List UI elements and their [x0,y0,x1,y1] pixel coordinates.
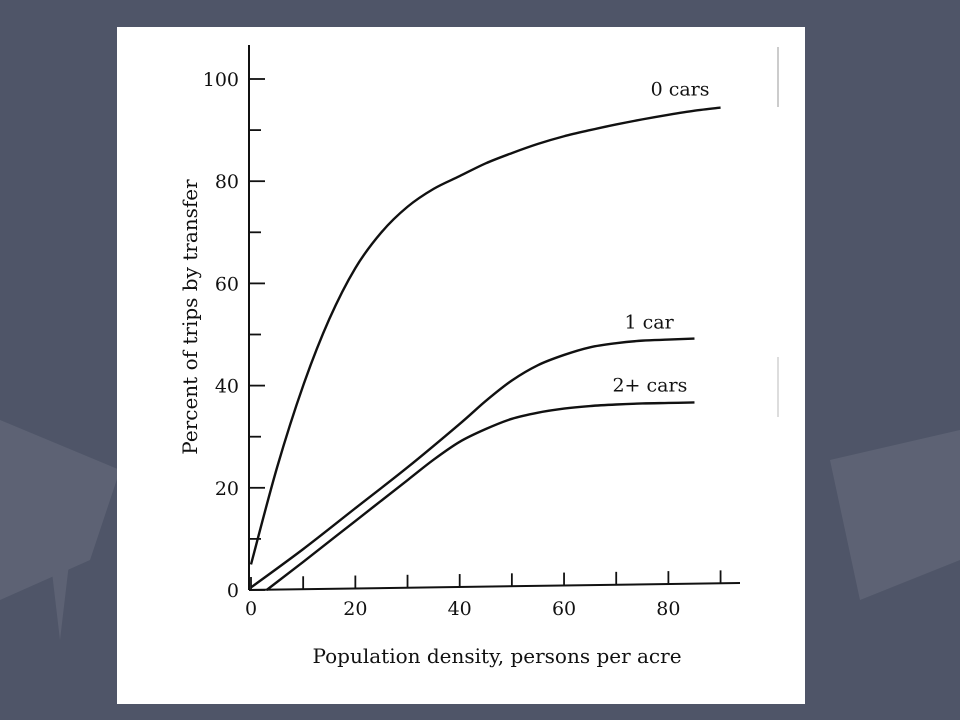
series-line-1 [250,337,695,589]
y-tick-label: 100 [203,69,239,91]
x-axis-ticks: 0 20 40 60 80 [245,570,722,620]
y-tick-label: 0 [227,580,239,602]
series-label: 0 cars [651,79,710,101]
series-lines [249,106,721,591]
series-line-0 [249,106,721,565]
y-axis-label: Percent of trips by transfer [178,179,202,455]
x-tick-label: 60 [552,598,576,620]
x-tick-label: 20 [343,598,367,620]
x-tick-label: 40 [448,598,472,620]
series-label: 2+ cars [612,374,687,396]
y-axis-ticks: 0 20 40 60 80 100 [203,69,265,602]
series-label: 1 car [624,312,674,334]
scanned-figure: 0 20 40 60 80 100 0 20 40 60 80 0 cars 1 car 2+ car… [117,27,805,704]
series-line-2 [265,401,695,591]
y-tick-label: 60 [215,273,239,295]
y-tick-label: 80 [215,171,239,193]
x-axis-line [248,582,741,591]
x-tick-label: 0 [245,598,257,620]
transfer-trips-chart: 0 20 40 60 80 100 0 20 40 60 80 0 cars 1 car 2+ car… [178,45,779,668]
x-axis-label: Population density, persons per acre [312,644,681,668]
x-tick-label: 80 [656,598,680,620]
y-tick-label: 40 [215,376,239,398]
y-tick-label: 20 [215,478,239,500]
series-labels: 0 cars 1 car 2+ cars [612,79,709,397]
